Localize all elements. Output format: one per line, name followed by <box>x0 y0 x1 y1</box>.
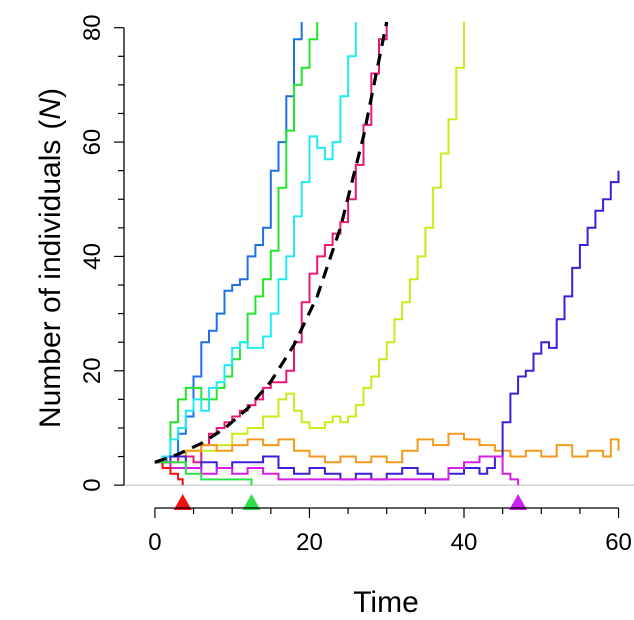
series-line-8 <box>154 461 184 486</box>
y-axis-title-text: Number of individuals (N) <box>34 88 67 428</box>
series-line-10 <box>154 22 389 464</box>
extinction-marker-1 <box>242 494 261 510</box>
y-tick-label: 20 <box>79 357 106 384</box>
series-line-9 <box>154 461 253 486</box>
y-axis-title-symbol: N <box>34 98 67 120</box>
y-axis-title-paren-close: ) <box>34 88 67 98</box>
x-axis-title: Time <box>353 586 419 619</box>
x-axis: 0 20 40 60 <box>148 507 632 556</box>
y-tick-label: 0 <box>79 478 106 491</box>
extinction-marker-0 <box>173 494 192 510</box>
x-tick-label: 0 <box>148 529 161 556</box>
series-line-0 <box>154 22 303 464</box>
series-line-5 <box>154 432 620 464</box>
y-axis-title-paren-open: ( <box>34 120 67 130</box>
extinction-markers <box>173 494 528 510</box>
series-line-2 <box>154 22 357 464</box>
y-axis: 0 20 40 60 80 <box>79 14 125 492</box>
y-tick-label: 60 <box>79 129 106 156</box>
y-axis-title: Number of individuals (N) <box>34 88 67 428</box>
series-line-1 <box>154 22 319 464</box>
extinction-marker-2 <box>509 494 528 510</box>
x-tick-label: 60 <box>605 529 632 556</box>
y-tick-label: 40 <box>79 243 106 270</box>
x-tick-label: 40 <box>451 529 478 556</box>
series-line-7 <box>154 455 520 486</box>
series-line-4 <box>154 22 465 464</box>
plot-lines <box>124 22 634 486</box>
y-tick-label: 80 <box>79 14 106 41</box>
x-tick-label: 20 <box>296 529 323 556</box>
series-line-6 <box>154 170 620 481</box>
series-line-3 <box>154 22 388 469</box>
y-axis-title-main: Number of individuals <box>34 140 67 428</box>
